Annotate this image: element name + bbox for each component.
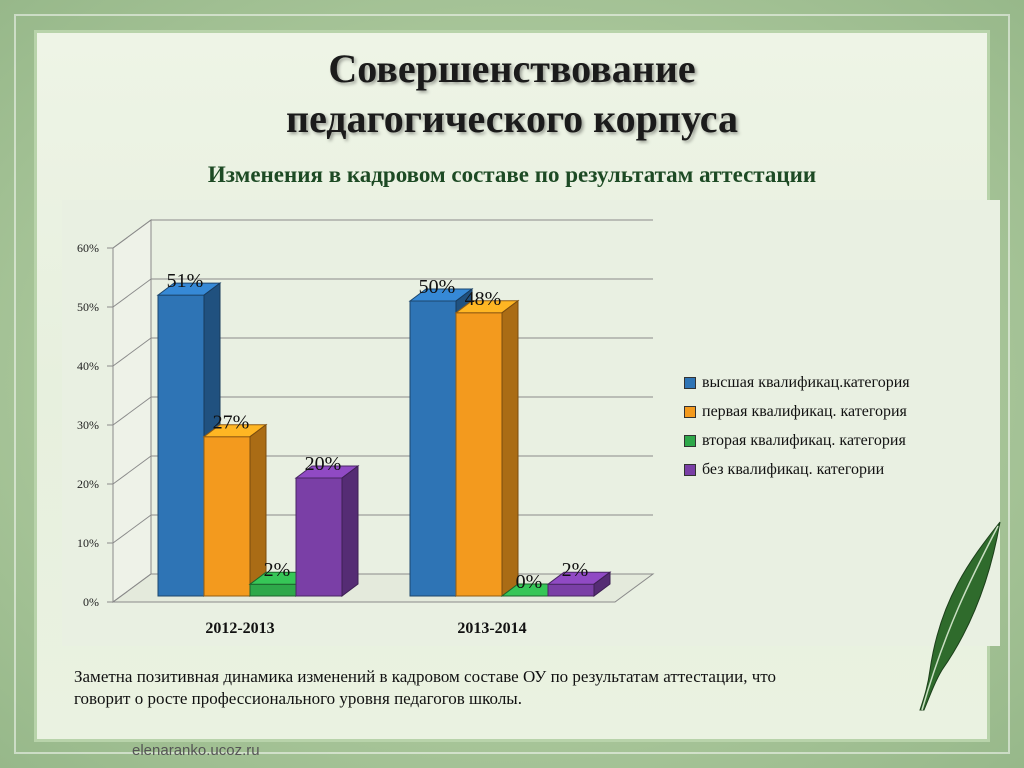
legend-label: без квалификац. категории	[702, 460, 885, 478]
x-category-label: 2012-2013	[205, 620, 274, 637]
legend-item: первая квалификац. категория	[684, 397, 910, 426]
legend-swatch	[684, 405, 696, 418]
y-tick-label: 40%	[77, 359, 99, 373]
bar-front	[157, 294, 205, 597]
data-label: 20%	[305, 453, 342, 475]
data-label: 27%	[213, 412, 250, 434]
bar-front	[547, 583, 595, 597]
chart-title: Изменения в кадровом составе по результа…	[207, 162, 817, 187]
legend-label: вторая квалификац. категория	[702, 431, 906, 449]
chart-legend: высшая квалификац.категория первая квалиф…	[684, 368, 910, 484]
conclusion-note: Заметна позитивная динамика изменений в …	[74, 667, 777, 708]
gridline-diagonal	[112, 278, 152, 308]
title-line-2: педагогического корпуса	[286, 96, 738, 141]
gridline-diagonal	[112, 514, 152, 544]
bar-front	[249, 583, 297, 597]
legend-swatch	[684, 434, 696, 447]
data-label: 51%	[167, 270, 204, 292]
data-label: 2%	[562, 559, 589, 581]
y-tick-label: 50%	[77, 300, 99, 314]
data-label: 50%	[419, 276, 456, 298]
x-category-label: 2013-2014	[457, 620, 526, 637]
title-line-1: Совершенствование	[328, 46, 696, 91]
gridline-diagonal	[112, 396, 152, 426]
legend-swatch	[684, 376, 696, 389]
bar-front	[203, 436, 251, 597]
bar-side	[501, 299, 519, 597]
gridline-diagonal	[112, 219, 152, 249]
y-tick-label: 10%	[77, 536, 99, 550]
legend-swatch	[684, 463, 696, 476]
quill-feather-icon	[919, 521, 1001, 711]
site-watermark: elenaranko.ucoz.ru	[132, 742, 260, 759]
data-label: 48%	[465, 288, 502, 310]
bar-front	[455, 312, 503, 597]
gridline-diagonal	[112, 337, 152, 367]
gridline-diagonal	[112, 455, 152, 485]
slide-title: Совершенствование педагогического корпус…	[0, 44, 1024, 144]
bar-side	[341, 465, 359, 597]
y-tick-label: 20%	[77, 477, 99, 491]
legend-label: первая квалификац. категория	[702, 402, 907, 420]
data-label: 2%	[264, 559, 291, 581]
legend-item: без квалификац. категории	[684, 455, 910, 484]
gridline-diagonal	[112, 573, 152, 603]
legend-label: высшая квалификац.категория	[702, 373, 910, 391]
data-label: 0%	[516, 571, 543, 593]
bar-side	[593, 571, 611, 597]
bar-front	[409, 300, 457, 597]
legend-item: вторая квалификац. категория	[684, 426, 910, 455]
y-tick-label: 60%	[77, 241, 99, 255]
legend-item: высшая квалификац.категория	[684, 368, 910, 397]
bar-front	[295, 477, 343, 597]
y-tick-label: 30%	[77, 418, 99, 432]
y-tick-label: 0%	[83, 595, 99, 609]
